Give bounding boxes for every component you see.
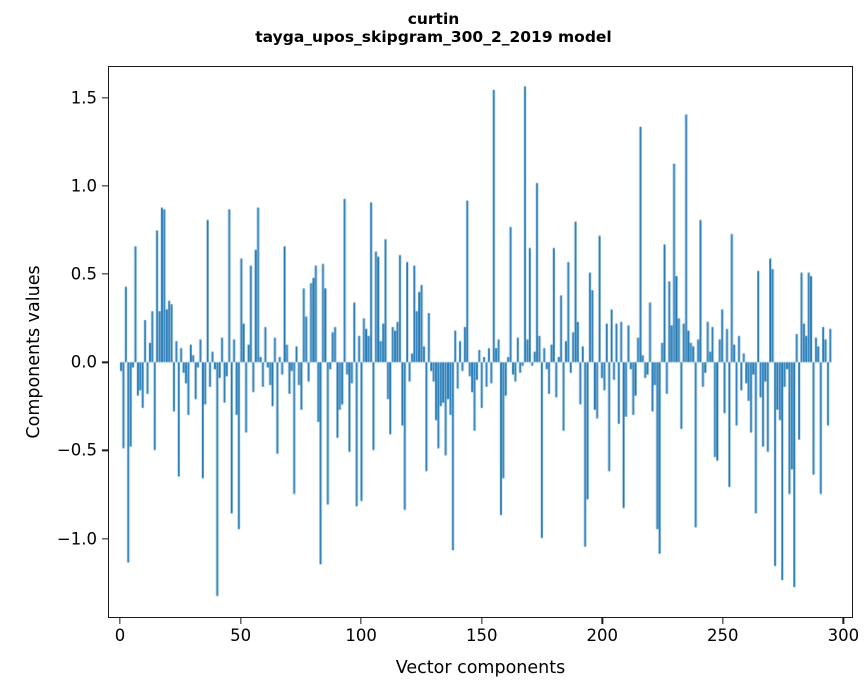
chart-title: curtin tayga_upos_skipgram_300_2_2019 mo… bbox=[0, 10, 867, 47]
x-tick-label: 200 bbox=[586, 626, 619, 645]
y-tick-mark bbox=[102, 537, 108, 540]
y-tick-label: 1.0 bbox=[70, 176, 97, 196]
x-tick-label: 250 bbox=[707, 626, 739, 645]
x-tick-mark bbox=[119, 618, 121, 624]
x-tick-mark bbox=[722, 618, 724, 624]
y-tick-mark bbox=[102, 273, 108, 275]
y-tick-label: 0.5 bbox=[70, 264, 97, 284]
x-tick-mark bbox=[601, 618, 603, 624]
y-axis-ticks: −1.0 −0.5 0.0 0.5 1.0 1.5 bbox=[0, 0, 97, 696]
y-tick-mark bbox=[102, 449, 108, 452]
y-axis-label: Components values bbox=[24, 265, 44, 439]
y-tick-label: 1.5 bbox=[70, 88, 97, 108]
x-tick-mark bbox=[360, 618, 362, 624]
y-tick-mark bbox=[102, 361, 108, 363]
x-axis-ticks: 0 50 100 150 200 250 300 bbox=[0, 626, 867, 656]
chart-title-line-2: tayga_upos_skipgram_300_2_2019 model bbox=[255, 28, 612, 47]
y-tick-label: −1.0 bbox=[56, 529, 97, 549]
y-tick-mark bbox=[102, 185, 108, 187]
x-tick-mark bbox=[481, 618, 483, 624]
x-tick-label: 300 bbox=[827, 626, 860, 645]
bar-series-canvas bbox=[109, 67, 852, 617]
x-tick-label: 150 bbox=[465, 626, 498, 645]
x-tick-label: 50 bbox=[230, 626, 252, 645]
chart-title-line-1: curtin bbox=[407, 10, 460, 28]
y-tick-label: 0.0 bbox=[70, 352, 97, 372]
x-tick-label: 100 bbox=[345, 626, 377, 645]
y-tick-label: −0.5 bbox=[56, 440, 97, 460]
x-axis-label: Vector components bbox=[395, 658, 566, 678]
y-tick-mark bbox=[102, 97, 108, 99]
x-tick-label: 0 bbox=[114, 626, 126, 645]
x-tick-mark bbox=[842, 618, 844, 624]
plot-area bbox=[108, 66, 853, 618]
x-tick-mark bbox=[239, 618, 242, 624]
